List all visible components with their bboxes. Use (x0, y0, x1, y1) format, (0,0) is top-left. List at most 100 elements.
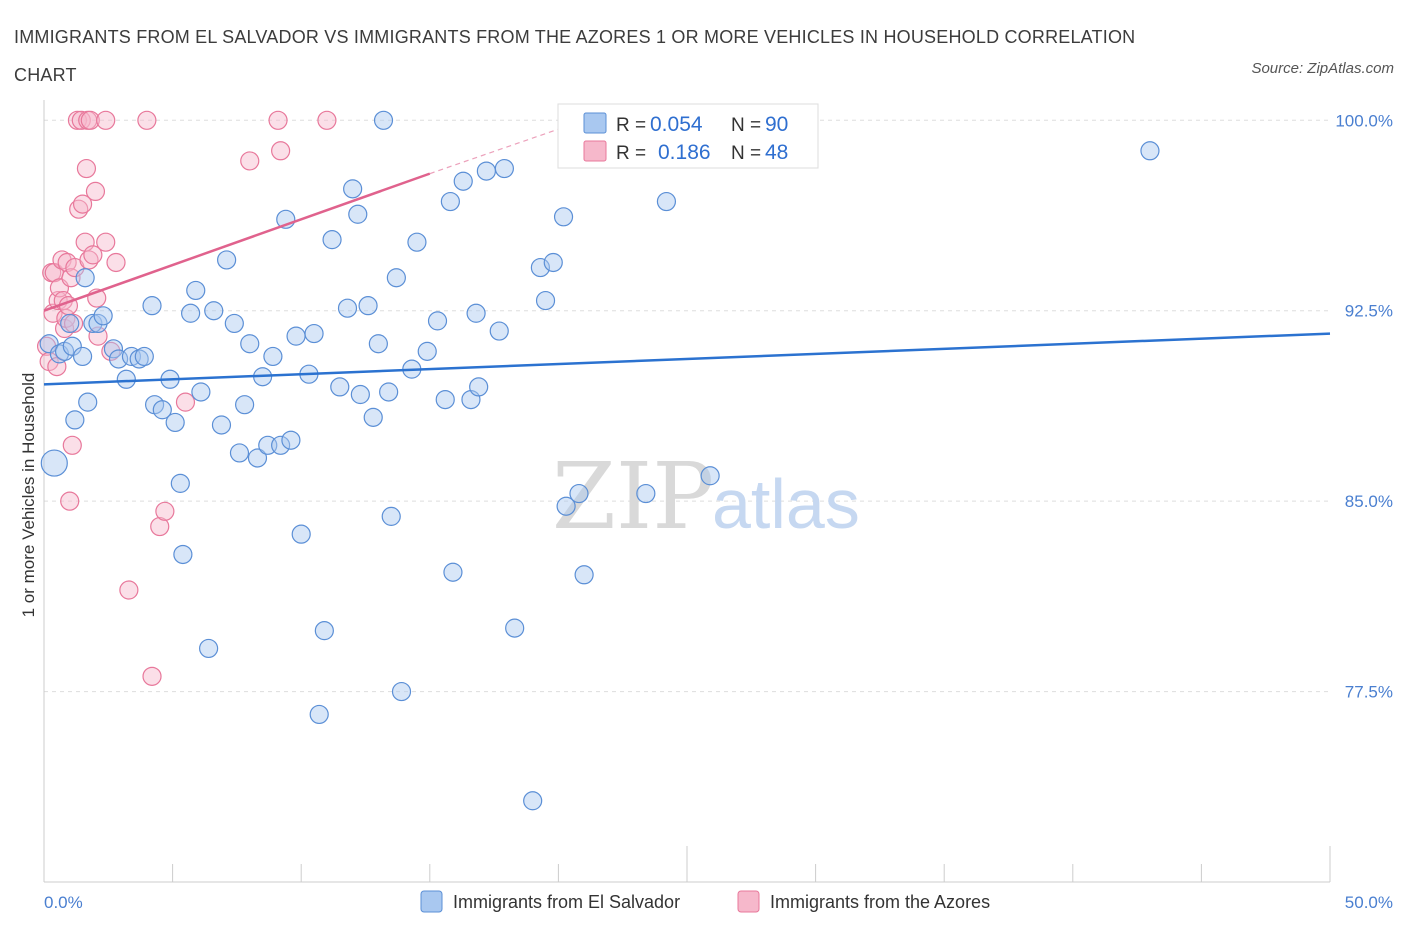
el-salvador-point (217, 250, 237, 270)
azores-point (76, 158, 97, 179)
el-salvador-point (134, 346, 154, 367)
el-salvador-point (476, 161, 496, 181)
azores-point (137, 110, 157, 130)
azores-point (60, 491, 80, 511)
legend-n-label-2: N = (731, 143, 761, 164)
legend-r-label-1: R = (616, 115, 646, 136)
watermark-zip: ZIP (552, 443, 714, 550)
legend-n-value-2: 48 (765, 141, 788, 164)
el-salvador-point (636, 483, 656, 504)
el-salvador-point (181, 303, 201, 323)
el-salvador-point (170, 473, 190, 493)
el-salvador-point (494, 158, 514, 179)
el-salvador-point (291, 524, 311, 544)
el-salvador-point (343, 179, 363, 199)
el-salvador-point (440, 191, 460, 212)
el-salvador-point (309, 704, 329, 725)
el-salvador-point (443, 562, 463, 582)
el-salvador-point (65, 410, 85, 430)
el-salvador-point (229, 443, 250, 463)
azores-point (101, 341, 121, 361)
el-salvador-point (466, 303, 486, 323)
azores-point (83, 245, 103, 265)
el-salvador-point (350, 384, 370, 405)
bottom-legend-label-el-salvador: Immigrants from El Salvador (453, 892, 680, 912)
el-salvador-point (191, 382, 211, 402)
legend-r-value-1: 0.054 (650, 113, 703, 136)
legend-swatch-pink (583, 140, 607, 162)
y-tick-label: 85.0% (1345, 492, 1393, 511)
el-salvador-point (247, 448, 268, 468)
y-tick-label: 77.5% (1345, 683, 1393, 702)
watermark-atlas: atlas (712, 465, 860, 543)
el-salvador-point (427, 311, 448, 331)
el-salvador-point (386, 268, 406, 288)
el-salvador-point (379, 382, 399, 402)
x-tick-label-min: 0.0% (44, 893, 83, 912)
bottom-legend-label-azores: Immigrants from the Azores (770, 892, 990, 912)
correlation-legend: R = 0.054 N = 90 R = 0.186 N = 48 (557, 103, 819, 169)
series-el-salvador-points (39, 110, 1160, 811)
azores-point (85, 181, 106, 202)
el-salvador-point (224, 313, 244, 334)
x-tick-label-max: 50.0% (1345, 893, 1393, 912)
el-salvador-point (93, 306, 113, 326)
el-salvador-point (286, 326, 306, 346)
legend-swatch-blue (583, 112, 607, 134)
el-salvador-point (391, 681, 412, 702)
el-salvador-point (39, 334, 59, 354)
el-salvador-point (235, 395, 255, 415)
el-salvador-point (75, 268, 95, 288)
legend-n-value-1: 90 (765, 113, 788, 136)
el-salvador-point (469, 377, 489, 397)
trend-line-el-salvador (43, 332, 1331, 386)
el-salvador-point (489, 321, 509, 341)
el-salvador-point (314, 621, 334, 641)
el-salvador-point (435, 389, 455, 410)
azores-point (268, 110, 288, 130)
el-salvador-point (368, 334, 388, 354)
el-salvador-point (530, 257, 550, 278)
el-salvador-point (129, 349, 149, 369)
el-salvador-point (363, 407, 383, 427)
azores-point (240, 151, 260, 171)
el-salvador-point (103, 339, 124, 359)
azores-point (61, 268, 81, 288)
el-salvador-point (62, 336, 82, 356)
el-salvador-point (240, 334, 260, 354)
legend-r-value-2: 0.186 (658, 141, 711, 164)
el-salvador-point (505, 618, 525, 638)
azores-point (317, 110, 337, 130)
el-salvador-point (556, 496, 576, 516)
el-salvador-point (165, 412, 185, 433)
el-salvador-point (543, 252, 563, 273)
el-salvador-point (60, 313, 80, 334)
azores-point (96, 110, 116, 130)
legend-n-label-1: N = (731, 115, 761, 136)
chart-title: IMMIGRANTS FROM EL SALVADOR VS IMMIGRANT… (14, 27, 1136, 85)
el-salvador-point (535, 290, 556, 311)
trend-line-azores (43, 172, 431, 312)
azores-point (106, 252, 126, 273)
axis-layer (43, 100, 1331, 883)
y-tick-label: 100.0% (1335, 111, 1393, 130)
el-salvador-point (417, 341, 437, 361)
el-salvador-point (322, 230, 342, 250)
el-salvador-point (348, 204, 368, 224)
el-salvador-point (337, 298, 358, 318)
azores-point (62, 435, 82, 455)
y-tick-label: 92.5% (1345, 302, 1393, 321)
el-salvador-point (78, 392, 98, 412)
bottom-legend-swatch-pink (737, 890, 760, 913)
el-salvador-point (204, 301, 224, 321)
el-salvador-point (553, 207, 574, 227)
azores-point (150, 516, 170, 537)
azores-point (96, 232, 116, 252)
azores-point (142, 666, 162, 686)
azores-point (175, 392, 196, 412)
azores-point (155, 501, 175, 521)
el-salvador-point (373, 110, 394, 130)
el-salvador-point (40, 449, 68, 477)
el-salvador-point (186, 280, 206, 301)
